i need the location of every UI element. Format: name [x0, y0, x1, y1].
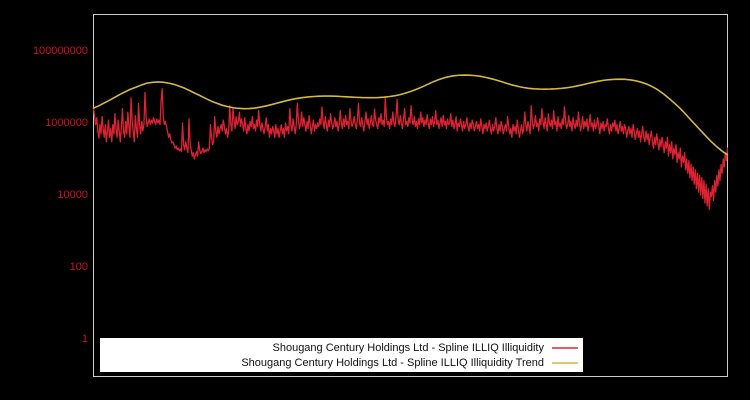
y-axis-tick-label: 10000 — [57, 189, 88, 201]
legend-entry-illiquidity-label: Shougang Century Holdings Ltd - Spline I… — [273, 342, 545, 354]
series-lines — [92, 74, 729, 210]
plot-frame — [93, 14, 728, 377]
y-axis-tick-label: 100000000 — [33, 45, 88, 57]
y-axis-tick-label: 1000000 — [45, 117, 88, 129]
y-axis-tick-label: 100 — [70, 261, 88, 273]
chart-legend[interactable]: Shougang Century Holdings Ltd - Spline I… — [100, 338, 583, 372]
series-trend-line — [92, 74, 729, 156]
series-illiquidity-line — [92, 88, 729, 210]
y-axis-tick-labels: 100000000 1000000 10000 100 1 — [33, 45, 88, 345]
y-axis-tick-label: 1 — [82, 333, 88, 345]
legend-background — [100, 338, 583, 372]
legend-entry-trend-label: Shougang Century Holdings Ltd - Spline I… — [241, 357, 544, 369]
